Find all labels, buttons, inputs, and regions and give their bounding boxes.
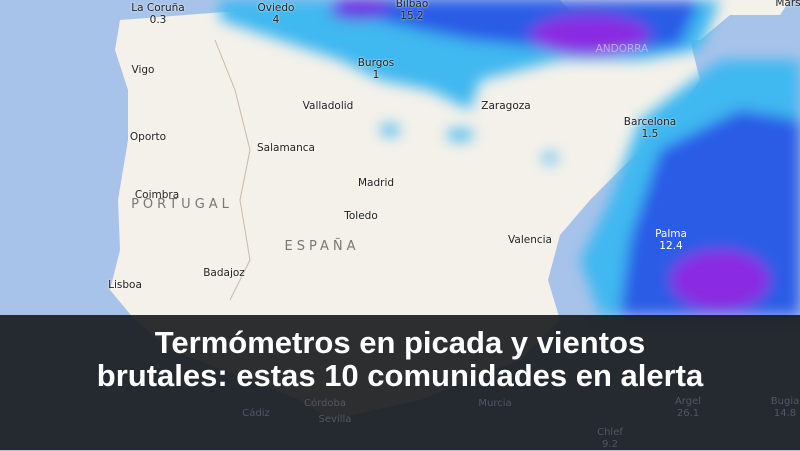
city-oviedo: Oviedo 4 <box>258 2 295 26</box>
city-name: La Coruña <box>131 2 185 14</box>
city-name: Barcelona <box>623 116 677 128</box>
city-salamanca: Salamanca <box>257 142 315 154</box>
city-argel: Argel 26.1 <box>675 396 701 420</box>
city-la-coruna: La Coruña 0.3 <box>131 2 184 26</box>
city-value: 9.2 <box>602 439 618 450</box>
city-name: Bugia <box>770 396 800 407</box>
city-burgos: Burgos 1 <box>358 57 395 81</box>
city-name: Bilbao <box>395 0 429 10</box>
city-name: Palma <box>655 228 687 240</box>
country-espana: ESPAÑA <box>284 239 360 254</box>
city-badajoz: Badajoz <box>203 267 245 279</box>
city-chlef: Chlef 9.2 <box>597 427 623 451</box>
rain-cells <box>220 0 800 315</box>
country-portugal: PORTUGAL <box>131 197 233 212</box>
city-cordoba: Córdoba <box>304 398 346 409</box>
city-valladolid: Valladolid <box>302 100 354 112</box>
city-murcia: Murcia <box>478 398 512 409</box>
city-vigo: Vigo <box>131 64 155 76</box>
portugal-border <box>214 39 251 301</box>
headline: Termómetros en picada y vientos brutales… <box>0 326 800 392</box>
city-lisboa: Lisboa <box>108 279 142 291</box>
city-palma: Palma 12.4 <box>655 228 687 252</box>
city-toledo: Toledo <box>344 210 378 222</box>
city-value: 12.4 <box>659 240 683 252</box>
city-value: 15.2 <box>400 10 424 22</box>
city-oporto: Oporto <box>129 131 167 143</box>
city-bilbao: Bilbao 15.2 <box>396 0 429 22</box>
city-valencia: Valencia <box>508 234 552 246</box>
city-coimbra: Coimbra <box>134 189 180 201</box>
city-cadiz: Cádiz <box>242 408 270 419</box>
city-marseille: Mars <box>775 0 800 9</box>
city-value: 4 <box>272 14 280 26</box>
city-value: 1 <box>372 69 380 81</box>
city-name: Oviedo <box>257 2 295 14</box>
city-name: Chlef <box>597 427 623 438</box>
city-zaragoza: Zaragoza <box>481 100 531 112</box>
city-value: 14.8 <box>773 408 797 419</box>
city-name: Argel <box>674 396 702 407</box>
caption-overlay <box>0 315 800 450</box>
headline-line-2: brutales: estas 10 comunidades en alerta <box>96 358 704 393</box>
city-name: Burgos <box>357 57 395 69</box>
city-madrid: Madrid <box>357 177 395 189</box>
city-bugia: Bugia 14.8 <box>771 396 799 420</box>
country-andorra: ANDORRA <box>595 43 649 55</box>
city-sevilla: Sevilla <box>318 414 352 425</box>
city-value: 1.5 <box>641 128 659 140</box>
city-barcelona: Barcelona 1.5 <box>624 116 676 140</box>
headline-line-1: Termómetros en picada y vientos <box>154 325 646 360</box>
city-value: 26.1 <box>676 408 700 419</box>
city-value: 0.3 <box>149 14 167 26</box>
